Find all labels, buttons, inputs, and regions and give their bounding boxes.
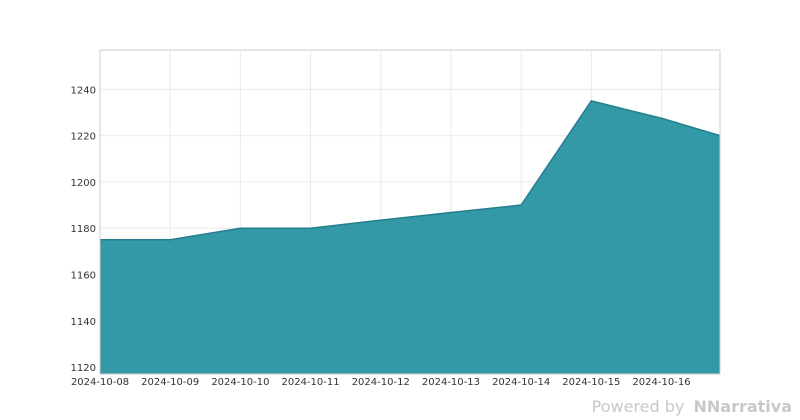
x-tick-label: 2024-10-10: [211, 377, 269, 388]
x-tick-label: 2024-10-13: [422, 377, 480, 388]
narrativa-logo-icon: N: [693, 397, 707, 416]
x-tick-label: 2024-10-14: [492, 377, 550, 388]
x-tick-label: 2024-10-16: [632, 377, 690, 388]
plot-border: [99, 49, 721, 375]
series-area: [99, 100, 721, 375]
powered-by-watermark: Powered by NNarrativa: [592, 397, 792, 416]
x-tick-label: 2024-10-11: [282, 377, 340, 388]
series-area-fill: [100, 100, 720, 375]
y-tick-label: 1180: [71, 224, 96, 235]
y-tick-label: 1160: [71, 270, 96, 281]
y-tick-label: 1120: [71, 363, 96, 374]
brand-name: Narrativa: [706, 397, 792, 416]
y-tick-label: 1140: [71, 317, 96, 328]
y-tick-label: 1240: [71, 85, 96, 96]
axis-tick-labels: 1120 1140 1160 1180 1200 1220 1240 2024-10-08 20…: [71, 85, 691, 388]
powered-by-text: Powered by: [591, 397, 685, 416]
x-tick-label: 2024-10-12: [352, 377, 410, 388]
y-tick-label: 1200: [71, 178, 96, 189]
y-tick-label: 1220: [71, 132, 96, 143]
x-tick-label: 2024-10-09: [141, 377, 199, 388]
series-line: [100, 100, 721, 241]
x-tick-label: 2024-10-08: [71, 377, 129, 388]
x-tick-label: 2024-10-15: [562, 377, 620, 388]
